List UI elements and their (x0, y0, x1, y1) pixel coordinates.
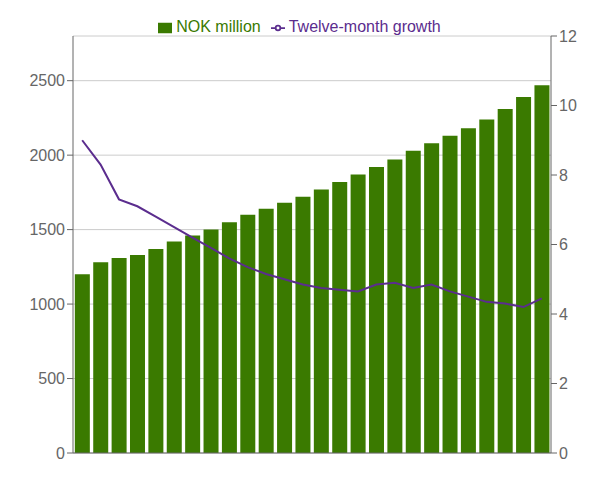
svg-text:500: 500 (38, 370, 65, 387)
svg-text:2500: 2500 (29, 72, 65, 89)
svg-text:0: 0 (56, 445, 65, 462)
svg-text:12: 12 (559, 28, 577, 45)
svg-text:6: 6 (559, 236, 568, 253)
svg-text:2000: 2000 (29, 147, 65, 164)
svg-text:8: 8 (559, 167, 568, 184)
html-text:Twelve-month growth: Twelve-month growth (288, 18, 441, 35)
svg-text:1500: 1500 (29, 221, 65, 238)
svg-text:1000: 1000 (29, 296, 65, 313)
svg-text:0: 0 (559, 445, 568, 462)
svg-text:2: 2 (559, 375, 568, 392)
html-text:NOK million: NOK million (176, 18, 261, 35)
svg-text:4: 4 (559, 306, 568, 323)
svg-text:10: 10 (559, 97, 577, 114)
